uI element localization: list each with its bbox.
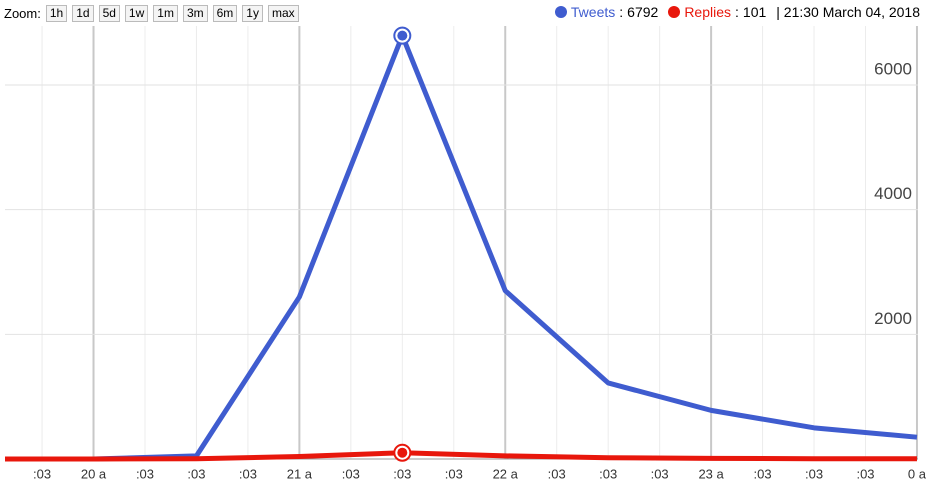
x-tick-label: :03 (342, 466, 360, 481)
toolbar: Zoom: 1h 1d 5d 1w 1m 3m 6m 1y max Tweets:6792 Repl… (0, 0, 926, 26)
readout-date: | 21:30 March 04, 2018 (776, 4, 920, 20)
zoom-button[interactable]: 1d (72, 5, 94, 22)
legend-name: Tweets (570, 4, 616, 20)
legend-value: 101 (742, 4, 767, 20)
y-tick-label: 6000 (874, 59, 912, 78)
x-tick-label: :03 (187, 466, 205, 481)
x-tick-label: :03 (805, 466, 823, 481)
plot-area (5, 33, 918, 462)
legend-value: 6792 (627, 4, 659, 20)
x-tick-label: 20 a (81, 466, 107, 481)
zoom-bar: Zoom: 1h 1d 5d 1w 1m 3m 6m 1y max (4, 5, 299, 22)
zoom-button[interactable]: 3m (182, 5, 208, 22)
y-tick-label: 4000 (874, 184, 912, 203)
y-tick-label: 2000 (874, 309, 912, 328)
x-tick-label: :03 (548, 466, 566, 481)
x-tick-label: :03 (445, 466, 463, 481)
x-tick-label: :03 (856, 466, 874, 481)
series-line (5, 33, 918, 462)
zoom-button[interactable]: 1m (153, 5, 178, 22)
x-tick-label: 23 a (698, 466, 724, 481)
zoom-button[interactable]: 5d (98, 5, 120, 22)
legend-separator: : (619, 4, 624, 20)
legend-dot (668, 6, 681, 18)
zoom-button[interactable]: 6m (212, 5, 238, 22)
legend: Tweets:6792 Replies:101 | 21:30 March 04, … (554, 4, 920, 20)
x-tick-label: :03 (136, 466, 154, 481)
x-tick-label: :03 (651, 466, 669, 481)
x-tick-label: 0 a (908, 466, 926, 481)
x-tick-label: 22 a (493, 466, 519, 481)
peak-marker-dot (397, 30, 408, 41)
zoom-button[interactable]: max (267, 5, 299, 22)
x-tick-label: :03 (599, 466, 617, 481)
x-tick-label: :03 (239, 466, 257, 481)
zoom-button[interactable]: 1h (45, 5, 68, 22)
legend-dot (554, 6, 567, 18)
zoom-button[interactable]: 1w (124, 5, 149, 22)
x-tick-label: :03 (33, 466, 51, 481)
series-line (5, 450, 917, 462)
x-tick-label: :03 (393, 466, 411, 481)
legend-name: Replies (684, 4, 732, 20)
zoom-button[interactable]: 1y (242, 5, 263, 22)
zoom-label: Zoom: (4, 6, 41, 21)
peak-marker-dot (397, 447, 408, 458)
x-tick-label: :03 (754, 466, 772, 481)
x-tick-label: 21 a (287, 466, 313, 481)
legend-separator: : (735, 4, 739, 20)
